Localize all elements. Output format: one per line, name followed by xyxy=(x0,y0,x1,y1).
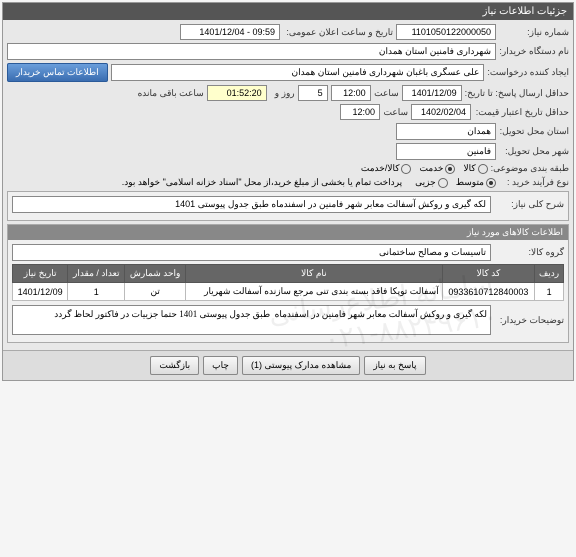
summary-field: لکه گیری و روکش آسفالت معابر شهر فامنین … xyxy=(12,196,491,213)
need-number-field: 1101050122000050 xyxy=(396,24,496,40)
buyer-notes-field xyxy=(12,305,491,335)
remaining-label: ساعت باقی مانده xyxy=(138,88,204,99)
items-table: ردیف کد کالا نام کالا واحد شمارش تعداد /… xyxy=(12,264,564,301)
deadline-time-field: 12:00 xyxy=(331,85,371,101)
cell-unit: تن xyxy=(125,283,186,301)
process-label: نوع فرآیند خرید : xyxy=(499,177,569,188)
category-radio-group: کالا خدمت کالا/خدمت xyxy=(361,163,488,174)
cell-date: 1401/12/09 xyxy=(13,283,68,301)
days-field: 5 xyxy=(298,85,328,101)
announce-field: 09:59 - 1401/12/04 xyxy=(180,24,280,40)
city-label: شهر محل تحویل: xyxy=(499,146,569,157)
proc-partial-radio[interactable] xyxy=(438,178,448,188)
deadline-date-field: 1401/12/09 xyxy=(402,85,462,101)
category-label: طبقه بندی موضوعی: xyxy=(491,163,569,174)
th-row: ردیف xyxy=(535,265,564,283)
cat-service-label: خدمت xyxy=(419,163,443,174)
th-qty: تعداد / مقدار xyxy=(68,265,125,283)
at-label-1: ساعت xyxy=(374,88,399,99)
th-code: کد کالا xyxy=(442,265,534,283)
proc-partial-label: جزیی xyxy=(415,177,436,188)
th-name: نام کالا xyxy=(186,265,442,283)
need-number-label: شماره نیاز: xyxy=(499,27,569,38)
province-field: همدان xyxy=(396,123,496,140)
panel-title: جزئیات اطلاعات نیاز xyxy=(3,3,573,20)
cell-idx: 1 xyxy=(535,283,564,301)
buyer-org-label: نام دستگاه خریدار: xyxy=(499,46,569,57)
validity-date-field: 1402/02/04 xyxy=(411,104,471,120)
cell-name: آسفالت توپکا فاقد بسته بندی تنی مرجع ساز… xyxy=(186,283,442,301)
requester-field: علی عسگری باغبان شهرداری فامنین استان هم… xyxy=(111,64,485,81)
cat-both-radio[interactable] xyxy=(401,164,411,174)
validity-time-field: 12:00 xyxy=(340,104,380,120)
cat-both-label: کالا/خدمت xyxy=(361,163,400,174)
th-date: تاریخ نیاز xyxy=(13,265,68,283)
main-panel: جزئیات اطلاعات نیاز شماره نیاز: 11010501… xyxy=(2,2,574,381)
summary-section: شرح کلی نیاز: لکه گیری و روکش آسفالت معا… xyxy=(7,191,569,221)
requester-label: ایجاد کننده درخواست: xyxy=(487,67,569,78)
deadline-label: حداقل ارسال پاسخ: تا تاریخ: xyxy=(465,88,569,99)
remaining-time-field: 01:52:20 xyxy=(207,85,267,101)
announce-label: تاریخ و ساعت اعلان عمومی: xyxy=(283,27,393,38)
cell-qty: 1 xyxy=(68,283,125,301)
attachments-button[interactable]: مشاهده مدارک پیوستی (1) xyxy=(242,356,360,375)
table-row: 1 0933610712840003 آسفالت توپکا فاقد بست… xyxy=(13,283,564,301)
province-label: استان محل تحویل: xyxy=(499,126,569,137)
footer-buttons: پاسخ به نیاز مشاهده مدارک پیوستی (1) چاپ… xyxy=(3,350,573,380)
print-button[interactable]: چاپ xyxy=(203,356,238,375)
buyer-org-field: شهرداری فامنین استان همدان xyxy=(7,43,496,60)
th-unit: واحد شمارش xyxy=(125,265,186,283)
back-button[interactable]: بازگشت xyxy=(150,356,199,375)
items-section-title: اطلاعات کالاهای مورد نیاز xyxy=(8,225,568,240)
proc-medium-radio[interactable] xyxy=(486,178,496,188)
cat-service-radio[interactable] xyxy=(445,164,455,174)
buyer-notes-label: توضیحات خریدار: xyxy=(494,315,564,326)
group-field: تاسیسات و مصالح ساختمانی xyxy=(12,244,491,261)
process-radio-group: متوسط جزیی xyxy=(415,177,496,188)
summary-label: شرح کلی نیاز: xyxy=(494,199,564,210)
validity-label: حداقل تاریخ اعتبار قیمت: xyxy=(474,107,569,118)
reply-button[interactable]: پاسخ به نیاز xyxy=(364,356,425,375)
items-section: اطلاعات کالاهای مورد نیاز گروه کالا: تاس… xyxy=(7,224,569,343)
days-label: روز و xyxy=(270,88,295,99)
at-label-2: ساعت xyxy=(383,107,408,118)
city-field: فامنین xyxy=(396,143,496,160)
group-label: گروه کالا: xyxy=(494,247,564,258)
payment-note: پرداخت تمام یا بخشی از مبلغ خرید،از محل … xyxy=(122,177,402,188)
cat-goods-radio[interactable] xyxy=(478,164,488,174)
cell-code: 0933610712840003 xyxy=(442,283,534,301)
proc-medium-label: متوسط xyxy=(456,177,484,188)
cat-goods-label: کالا xyxy=(463,163,475,174)
contact-buyer-button[interactable]: اطلاعات تماس خریدار xyxy=(7,63,108,82)
